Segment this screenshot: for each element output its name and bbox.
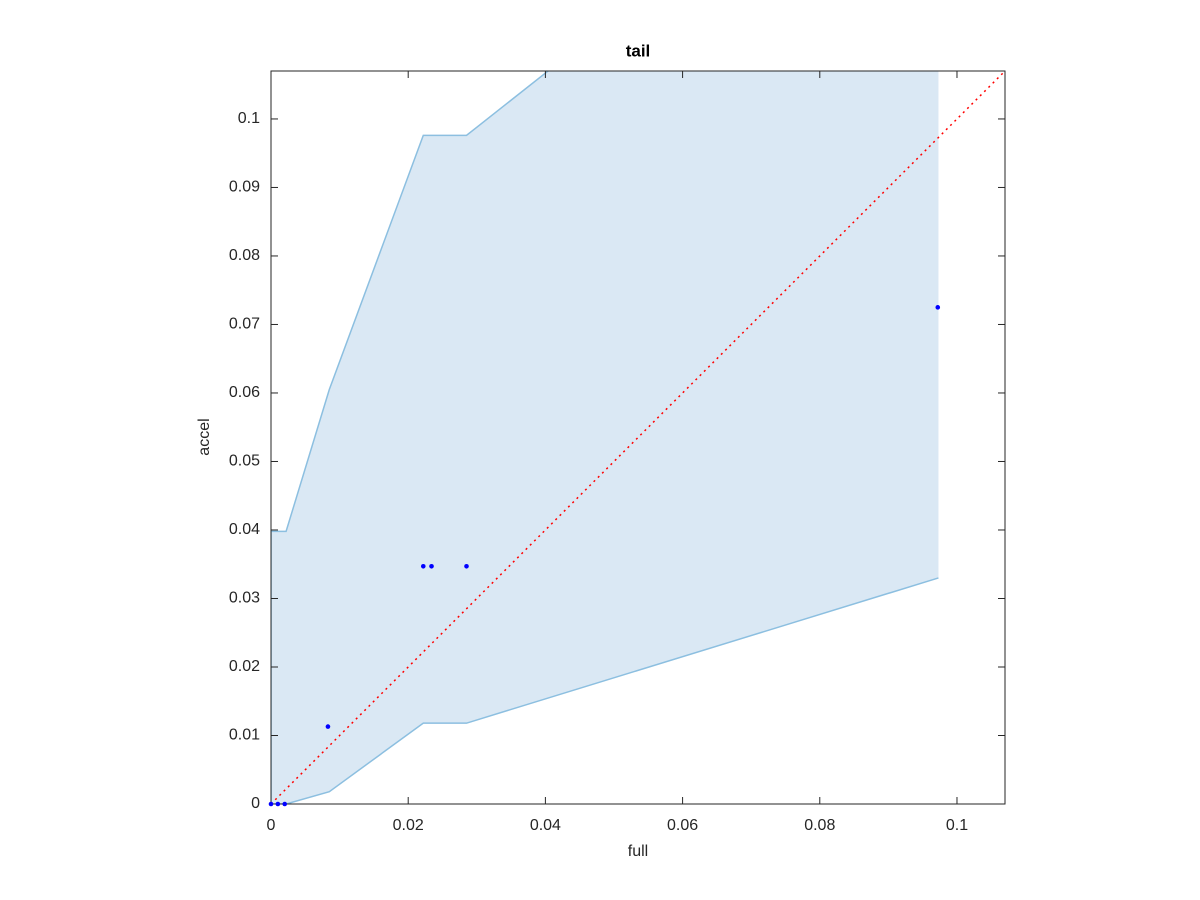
chart-title: tail <box>626 41 651 60</box>
y-axis-label: accel <box>196 418 213 455</box>
data-point <box>420 563 426 569</box>
x-tick-label: 0.1 <box>946 817 968 834</box>
y-tick-label: 0.01 <box>229 727 260 744</box>
y-tick-label: 0.09 <box>229 179 260 196</box>
reference-line <box>271 71 1005 804</box>
x-tick-label: 0.04 <box>530 817 561 834</box>
y-tick-label: 0.07 <box>229 316 260 333</box>
data-point <box>275 801 281 807</box>
axes-box <box>270 70 1006 805</box>
band-lower-edge <box>271 577 939 804</box>
y-tick-label: 0.08 <box>229 247 260 264</box>
y-tick-label: 0.06 <box>229 384 260 401</box>
x-tick-label: 0.02 <box>393 817 424 834</box>
data-point <box>282 801 288 807</box>
axes: 0 0.02 0.04 0.06 0.08 0.1 0 0.01 0.02 0.03 0.04 0.0… <box>229 70 1006 834</box>
x-tick-label: 0.08 <box>804 817 835 834</box>
data-point <box>935 305 941 310</box>
y-tick-label: 0.02 <box>229 658 260 675</box>
data-point <box>429 563 434 569</box>
x-tick-label: 0 <box>267 817 276 834</box>
data-point <box>464 563 469 569</box>
y-tick-label: 0 <box>251 795 260 812</box>
y-tick-label: 0.04 <box>229 521 260 538</box>
y-tick-label: 0.03 <box>229 590 260 607</box>
x-axis-label: full <box>628 843 648 860</box>
data-point <box>268 801 274 807</box>
data-point <box>325 724 331 729</box>
y-tick-label: 0.1 <box>238 110 260 127</box>
x-tick-label: 0.06 <box>667 817 698 834</box>
y-tick-label: 0.05 <box>229 453 260 470</box>
confidence-band <box>271 71 939 804</box>
